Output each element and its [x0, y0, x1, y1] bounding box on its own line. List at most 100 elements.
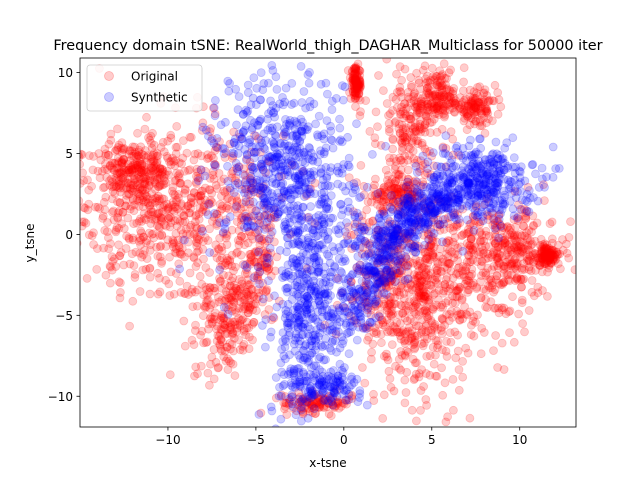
data-point-synthetic	[175, 264, 185, 274]
data-point-original	[101, 151, 110, 161]
data-point-original	[186, 132, 196, 142]
data-point-synthetic	[204, 199, 214, 209]
data-point-original	[545, 251, 555, 261]
data-point-synthetic	[295, 381, 305, 391]
data-point-original	[171, 248, 181, 258]
data-point-synthetic	[369, 285, 379, 295]
data-point-original	[193, 191, 202, 201]
data-point-original	[157, 230, 167, 240]
data-point-synthetic	[257, 321, 267, 330]
data-point-synthetic	[252, 83, 262, 93]
data-point-synthetic	[277, 198, 287, 208]
data-point-original	[145, 169, 155, 179]
data-point-synthetic	[229, 188, 239, 197]
data-point-original	[147, 189, 157, 199]
data-point-original	[396, 92, 406, 102]
data-point-synthetic	[333, 179, 343, 189]
data-point-original	[410, 88, 420, 98]
data-point-original	[174, 193, 183, 203]
data-point-synthetic	[287, 79, 297, 88]
data-point-original	[413, 302, 423, 312]
data-point-original	[145, 289, 155, 299]
data-point-original	[394, 363, 404, 373]
data-point-original	[421, 321, 431, 331]
data-point-synthetic	[268, 163, 278, 173]
data-point-original	[112, 223, 122, 232]
data-point-original	[149, 161, 159, 171]
data-point-original	[278, 131, 288, 141]
data-point-original	[196, 191, 205, 201]
data-point-original	[133, 128, 142, 138]
data-point-synthetic	[305, 279, 315, 289]
data-point-original	[200, 183, 210, 193]
data-point-original	[140, 189, 150, 199]
data-point-original	[465, 413, 475, 423]
data-point-original	[148, 163, 157, 173]
data-point-original	[442, 84, 452, 94]
data-point-original	[190, 149, 200, 159]
data-point-original	[225, 338, 235, 348]
data-point-original	[107, 194, 117, 204]
data-point-original	[113, 142, 123, 152]
data-point-original	[259, 181, 269, 191]
data-point-synthetic	[254, 233, 264, 243]
data-point-original	[247, 176, 257, 186]
data-point-original	[138, 185, 148, 195]
data-point-original	[366, 354, 376, 364]
data-point-synthetic	[293, 201, 303, 211]
data-point-original	[137, 217, 147, 226]
data-point-original	[168, 153, 177, 163]
data-point-original	[208, 170, 218, 180]
data-point-original	[173, 215, 183, 225]
data-point-original	[303, 213, 313, 222]
data-point-original	[112, 169, 122, 179]
data-point-synthetic	[311, 119, 321, 129]
data-point-original	[394, 310, 404, 320]
data-point-synthetic	[317, 189, 326, 198]
data-point-original	[174, 243, 184, 252]
data-point-synthetic	[238, 170, 248, 179]
data-point-synthetic	[223, 309, 233, 319]
data-point-synthetic	[304, 78, 314, 88]
data-point-synthetic	[274, 391, 284, 401]
data-point-original	[206, 312, 216, 322]
data-point-original	[149, 148, 159, 158]
data-point-original	[410, 344, 419, 354]
data-point-original	[125, 259, 135, 269]
data-point-synthetic	[254, 211, 264, 221]
data-point-original	[490, 80, 500, 90]
data-point-synthetic	[262, 258, 272, 268]
data-point-original	[420, 120, 430, 130]
data-point-synthetic	[238, 127, 248, 137]
data-point-original	[105, 180, 115, 190]
data-point-synthetic	[275, 382, 284, 392]
data-point-original	[196, 186, 206, 196]
data-point-synthetic	[215, 265, 225, 275]
data-point-synthetic	[264, 234, 274, 244]
data-point-original	[116, 278, 125, 288]
data-point-original	[135, 248, 145, 258]
data-point-synthetic	[270, 112, 280, 122]
data-point-original	[160, 176, 169, 186]
data-point-original	[477, 323, 487, 333]
data-point-original	[192, 164, 202, 174]
data-point-original	[142, 236, 152, 245]
data-point-synthetic	[407, 218, 417, 227]
data-point-original	[402, 135, 412, 145]
data-point-original	[386, 382, 396, 392]
data-point-original	[191, 177, 201, 187]
data-point-original	[200, 195, 210, 205]
data-point-original	[225, 281, 235, 291]
data-point-synthetic	[224, 86, 234, 96]
data-point-synthetic	[351, 290, 361, 299]
data-point-original	[391, 117, 401, 126]
data-point-synthetic	[209, 103, 219, 113]
data-point-original	[266, 213, 276, 223]
data-point-original	[145, 135, 155, 145]
data-point-original	[82, 273, 92, 283]
data-point-original	[441, 346, 451, 356]
data-point-original	[128, 296, 138, 306]
data-point-original	[166, 267, 176, 277]
data-point-original	[169, 289, 179, 299]
data-point-synthetic	[401, 253, 411, 263]
